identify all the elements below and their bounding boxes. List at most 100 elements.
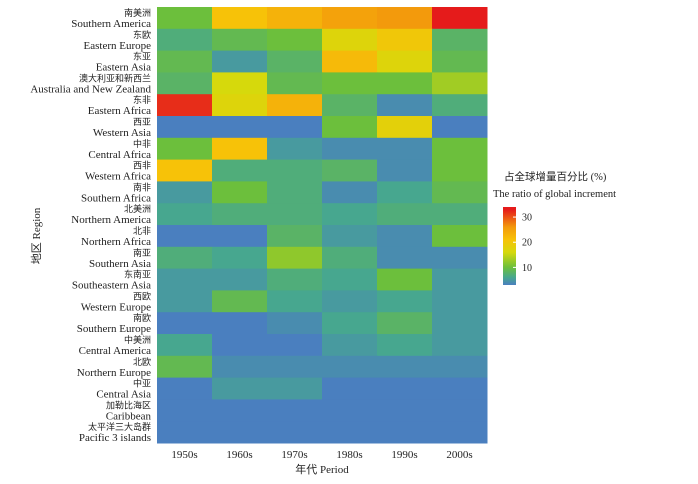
heatmap-cell: [377, 50, 433, 73]
heatmap-cell: [322, 399, 378, 422]
heatmap-cell: [377, 377, 433, 400]
heatmap-cell: [432, 268, 488, 291]
heatmap-cell: [267, 246, 323, 270]
heatmap-cell: [377, 137, 433, 161]
y-axis-title: 地区 Region: [30, 207, 43, 264]
heatmap-cell: [432, 377, 488, 400]
heatmap-cell: [432, 7, 488, 30]
heatmap-cell: [432, 421, 488, 444]
row-label-en: Western Africa: [85, 171, 151, 183]
heatmap-cell: [432, 246, 488, 270]
x-tick-label: 1990s: [391, 449, 417, 461]
heatmap-cell: [212, 421, 268, 444]
heatmap-cell: [157, 290, 213, 313]
heatmap-cell: [322, 116, 378, 139]
legend-tick-label: 20: [522, 238, 532, 249]
heatmap-cell: [377, 72, 433, 95]
heatmap-cell: [212, 355, 268, 379]
heatmap-cell: [377, 421, 433, 444]
heatmap-cell: [322, 225, 378, 248]
heatmap-cell: [432, 203, 488, 226]
row-label-zh: 西亚: [133, 117, 151, 127]
heatmap-cell: [322, 137, 378, 161]
row-label-en: Western Europe: [81, 301, 151, 313]
row-label-en: Eastern Africa: [88, 105, 151, 117]
row-label-zh: 西非: [133, 160, 151, 171]
heatmap-cell: [377, 399, 433, 422]
heatmap-cell: [267, 312, 323, 335]
heatmap-cell: [212, 137, 268, 161]
heatmap-cell: [432, 290, 488, 313]
legend-tick-label: 30: [522, 213, 532, 224]
heatmap-cell: [322, 377, 378, 400]
heatmap-cell: [432, 28, 488, 52]
heatmap-cell: [157, 312, 213, 335]
heatmap-cell: [377, 312, 433, 335]
row-label-en: Southern Europe: [77, 323, 151, 335]
x-tick-label: 2000s: [446, 449, 472, 461]
heatmap-cell: [267, 421, 323, 444]
heatmap-cell: [212, 50, 268, 73]
heatmap-cell: [322, 203, 378, 226]
legend-title-en: The ratio of global increment: [493, 189, 616, 200]
heatmap-cell: [212, 94, 268, 117]
heatmap-cell: [157, 137, 213, 161]
row-label-zh: 北非: [133, 225, 151, 236]
heatmap-cell: [212, 246, 268, 270]
heatmap-cell: [157, 421, 213, 444]
x-tick-label: 1960s: [226, 449, 252, 461]
row-label-zh: 北欧: [133, 356, 151, 367]
row-label-en: Pacific 3 islands: [79, 432, 151, 444]
row-label-zh: 东欧: [133, 29, 151, 40]
row-label-zh: 中美洲: [124, 334, 151, 345]
heatmap-cell: [212, 334, 268, 357]
heatmap-cell: [157, 355, 213, 379]
heatmap-cell: [322, 50, 378, 73]
row-label-en: Central Africa: [88, 149, 151, 161]
row-label-zh: 东亚: [133, 51, 151, 62]
heatmap-cell: [322, 334, 378, 357]
legend-tick-label: 10: [522, 263, 532, 274]
heatmap-cell: [157, 50, 213, 73]
heatmap-cell: [432, 225, 488, 248]
heatmap-cell: [377, 246, 433, 270]
heatmap-cell: [267, 355, 323, 379]
heatmap-cell: [377, 268, 433, 291]
heatmap-cell: [432, 312, 488, 335]
heatmap-cell: [267, 28, 323, 52]
row-label-zh: 南非: [133, 181, 151, 192]
heatmap-cell: [212, 203, 268, 226]
heatmap-cell: [212, 225, 268, 248]
heatmap-cell: [157, 246, 213, 270]
heatmap-cell: [377, 290, 433, 313]
row-label-en: Southern Asia: [89, 258, 151, 270]
heatmap-cell: [267, 225, 323, 248]
row-label-en: Caribbean: [106, 410, 152, 422]
row-label-zh: 南美洲: [124, 7, 151, 18]
x-tick-label: 1970s: [281, 449, 307, 461]
row-label-en: Eastern Europe: [84, 40, 152, 52]
heatmap-cell: [432, 72, 488, 95]
x-axis-title: 年代 Period: [295, 462, 349, 476]
row-label-zh: 加勒比海区: [106, 399, 151, 410]
heatmap-cell: [157, 225, 213, 248]
heatmap-cell: [432, 181, 488, 204]
row-label-en: Central Asia: [96, 389, 151, 401]
heatmap-cell: [377, 355, 433, 379]
row-label-zh: 太平洋三大岛群: [88, 421, 151, 432]
heatmap-cell: [157, 28, 213, 52]
heatmap-cell: [267, 290, 323, 313]
heatmap-cell: [322, 159, 378, 182]
legend-color-bar: [503, 207, 516, 285]
row-label-en: Central America: [79, 345, 152, 357]
heatmap-cell: [322, 268, 378, 291]
heatmap-cell: [322, 28, 378, 52]
heatmap-cell: [377, 203, 433, 226]
heatmap-cell: [212, 28, 268, 52]
heatmap-cell: [322, 246, 378, 270]
row-label-en: Northern Africa: [81, 236, 151, 248]
heatmap-cell: [322, 72, 378, 95]
row-label-zh: 东南亚: [124, 269, 151, 280]
legend-title-zh: 占全球增量百分比 (%): [504, 170, 607, 183]
